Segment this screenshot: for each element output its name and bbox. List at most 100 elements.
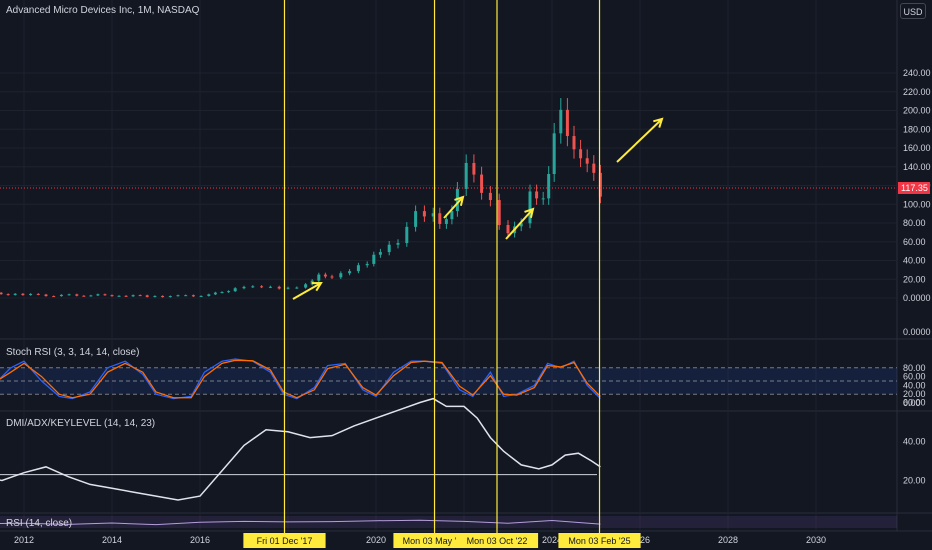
- candle-body: [153, 295, 157, 297]
- candle-body: [184, 295, 188, 297]
- highlight-date-label: Mon 03 May '21: [403, 536, 467, 546]
- candle-body: [592, 163, 596, 173]
- candle-body: [199, 295, 203, 297]
- candle-body: [168, 296, 172, 298]
- candle-body: [67, 294, 71, 296]
- candle-body: [365, 263, 369, 266]
- y-tick-label: 100.00: [903, 199, 931, 209]
- y-tick-label: 220.00: [903, 87, 931, 97]
- rsi-title: RSI (14, close): [6, 518, 73, 529]
- stoch-d-line: [0, 359, 601, 399]
- candle-body: [117, 295, 121, 297]
- dmi-y-tick-label: 40.00: [903, 437, 926, 447]
- candle-body: [36, 293, 40, 295]
- candle-body: [124, 295, 128, 297]
- candle-body: [227, 291, 231, 293]
- currency-button[interactable]: USD: [900, 3, 926, 19]
- x-tick-label: 2030: [806, 535, 826, 545]
- candle-body: [378, 252, 382, 255]
- candle-body: [535, 191, 539, 199]
- y-tick-label: 200.00: [903, 106, 931, 116]
- y-tick-label: 40.00: [903, 256, 926, 266]
- y-tick-label: 60.00: [903, 237, 926, 247]
- candle-body: [480, 174, 484, 193]
- candle-body: [559, 109, 563, 134]
- y-tick-label: 180.00: [903, 124, 931, 134]
- candle-body: [317, 274, 321, 281]
- candle-body: [387, 244, 391, 253]
- candle-body: [541, 198, 545, 200]
- highlight-date-bg: [558, 533, 641, 548]
- candle-body: [233, 288, 237, 292]
- candle-body: [464, 162, 468, 189]
- candle-body: [138, 295, 142, 297]
- candle-body: [414, 211, 418, 227]
- last-price-label-bg: [898, 181, 930, 194]
- rsi-band-fill: [0, 516, 897, 528]
- y-tick-label: 0.0000: [903, 293, 931, 303]
- dmi-y-tick-label: 60.00: [903, 398, 926, 408]
- candle-body: [405, 226, 409, 244]
- dmi-title: DMI/ADX/KEYLEVEL (14, 14, 23): [6, 418, 156, 429]
- stoch-k-line: [0, 358, 601, 400]
- x-tick-label: 2016: [190, 535, 210, 545]
- x-tick-label: 2028: [718, 535, 738, 545]
- y-tick-label: 140.00: [903, 162, 931, 172]
- highlight-date-bg: [455, 533, 539, 548]
- last-price-label: 117.35: [901, 183, 928, 193]
- candle-body: [75, 294, 79, 296]
- candle-body: [431, 213, 435, 217]
- candle-body: [0, 292, 3, 295]
- candle-body: [348, 271, 352, 274]
- candle-body: [277, 286, 281, 289]
- y-tick-label: 80.00: [903, 218, 926, 228]
- candle-body: [339, 273, 343, 278]
- y-tick-label: 240.00: [903, 68, 931, 78]
- candle-body: [213, 292, 217, 295]
- candle-body: [44, 294, 48, 297]
- dmi-adx-line: [0, 397, 601, 501]
- candle-body: [519, 223, 523, 227]
- candle-body: [438, 213, 442, 224]
- arrow-icon: [292, 282, 322, 300]
- stoch-y-tick-label: 20.00: [903, 389, 926, 399]
- dmi-y-tick-label: 20.00: [903, 476, 926, 486]
- candle-body: [176, 295, 180, 297]
- stoch-y-tick-label: 80.00: [903, 363, 926, 373]
- candle-body: [572, 136, 576, 150]
- candle-body: [52, 296, 56, 298]
- x-tick-label: 2012: [14, 535, 34, 545]
- candle-body: [103, 294, 107, 296]
- candle-body: [220, 292, 224, 294]
- candle-body: [396, 243, 400, 245]
- candle-body: [450, 211, 454, 220]
- candle-body: [110, 295, 114, 297]
- arrow-icon-head: [454, 195, 465, 206]
- arrow-icon-head: [524, 207, 535, 218]
- candle-body: [242, 286, 246, 289]
- x-tick-label: 2020: [366, 535, 386, 545]
- candle-body: [528, 191, 532, 224]
- candle-body: [59, 294, 63, 297]
- candle-body: [207, 294, 211, 296]
- stoch-y-tick-label: 40.00: [903, 380, 926, 390]
- candle-body: [585, 158, 589, 164]
- candle-body: [552, 133, 556, 175]
- x-tick-label: 2024: [542, 535, 562, 545]
- highlight-date-label: Mon 03 Oct '22: [467, 536, 528, 546]
- candle-body: [330, 276, 334, 278]
- candle-body: [304, 284, 308, 288]
- candle-body: [444, 219, 448, 224]
- candle-body: [372, 254, 376, 264]
- candle-body: [161, 295, 165, 298]
- highlight-date-label: Mon 03 Feb '25: [568, 536, 630, 546]
- arrow-icon-head: [311, 281, 323, 292]
- candle-body: [506, 224, 510, 234]
- stoch-y-tick-label: 0.00: [903, 398, 921, 408]
- highlight-date-bg: [393, 533, 476, 548]
- candle-body: [251, 286, 255, 288]
- stoch-rsi-title: Stoch RSI (3, 3, 14, 14, close): [6, 347, 140, 358]
- candle-body: [131, 295, 135, 297]
- stoch-y-tick-label: 0.0000: [903, 327, 931, 337]
